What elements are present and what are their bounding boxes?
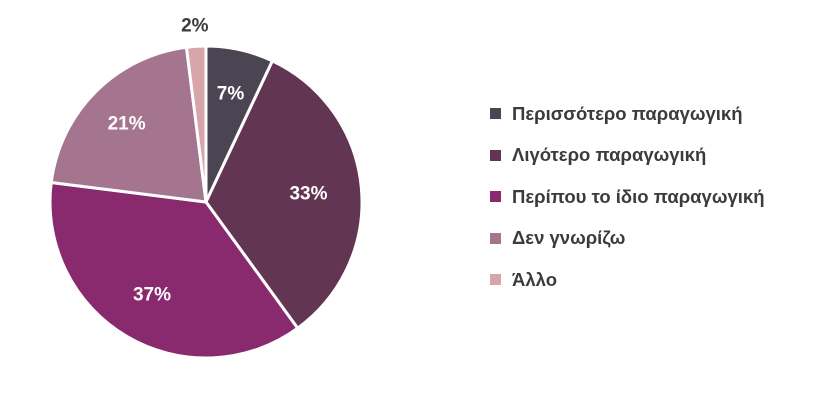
legend-swatch-other bbox=[490, 274, 501, 286]
legend-swatch-dont-know bbox=[490, 232, 501, 244]
legend: Περισσότερο παραγωγική Λιγότερο παραγωγι… bbox=[490, 93, 835, 301]
pie-slice-about-same bbox=[48, 180, 300, 360]
legend-item-dont-know: Δεν γνωρίζω bbox=[490, 218, 835, 260]
legend-item-other: Άλλο bbox=[490, 259, 835, 301]
legend-swatch-about-same bbox=[490, 191, 501, 203]
legend-label-less-productive: Λιγότερο παραγωγική bbox=[512, 144, 707, 166]
legend-label-other: Άλλο bbox=[512, 268, 558, 290]
pie-slice-dont-know bbox=[49, 45, 208, 204]
legend-item-more-productive: Περισσότερο παραγωγική bbox=[490, 93, 835, 135]
data-label-about-same: 37% bbox=[133, 284, 171, 305]
legend-label-more-productive: Περισσότερο παραγωγική bbox=[512, 102, 743, 124]
legend-swatch-more-productive bbox=[490, 108, 501, 120]
pie-slice-other bbox=[184, 44, 208, 204]
data-label-more-productive: 7% bbox=[217, 83, 245, 104]
legend-label-about-same: Περίπου το ίδιο παραγωγική bbox=[512, 185, 765, 207]
data-label-dont-know: 21% bbox=[108, 114, 146, 135]
legend-swatch-less-productive bbox=[490, 149, 501, 161]
legend-item-less-productive: Λιγότερο παραγωγική bbox=[490, 135, 835, 177]
data-label-other: 2% bbox=[181, 16, 209, 37]
legend-item-about-same: Περίπου το ίδιο παραγωγική bbox=[490, 176, 835, 218]
data-label-less-productive: 33% bbox=[289, 183, 327, 204]
legend-label-dont-know: Δεν γνωρίζω bbox=[512, 227, 626, 249]
pie-slice-less-productive bbox=[204, 59, 364, 330]
